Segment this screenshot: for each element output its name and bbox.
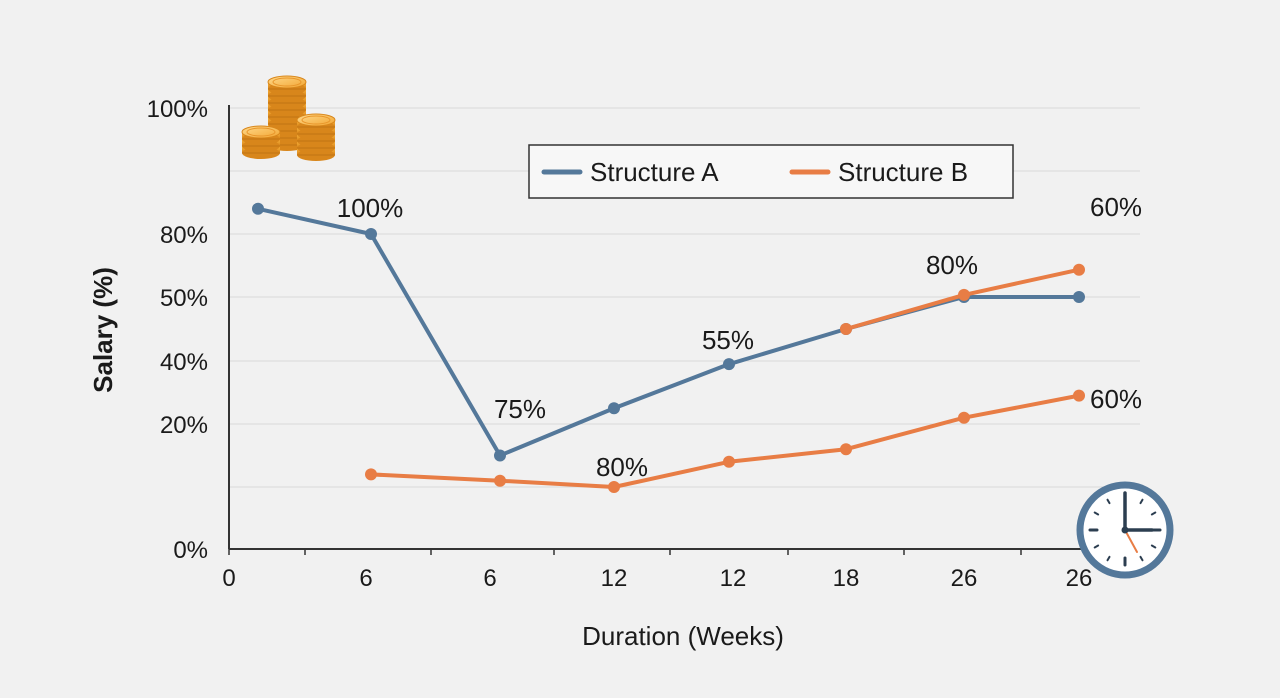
coin-stack-icon: [241, 75, 336, 161]
axes: [228, 105, 1141, 555]
x-tick-label: 26: [951, 565, 978, 592]
legend: Structure A Structure B: [528, 144, 1014, 199]
structure-b-upper-point: [840, 323, 852, 335]
data-label: 55%: [702, 325, 754, 355]
gridlines: [229, 107, 1140, 488]
structure-b-point: [365, 468, 377, 481]
legend-label-structure-b: Structure B: [838, 157, 968, 187]
data-label: 60%: [1090, 384, 1142, 414]
legend-box: [528, 144, 1014, 199]
x-tick-label: 26: [1066, 565, 1093, 592]
data-label: 80%: [926, 250, 978, 280]
y-tick-label: 20%: [160, 412, 208, 439]
clock-icon: [1076, 481, 1174, 579]
structure-b-point: [958, 411, 970, 424]
structure-b-point: [840, 443, 852, 456]
structure-b-upper-point: [1073, 263, 1085, 276]
structure-a-point: [608, 402, 620, 415]
structure-a-point: [252, 202, 264, 215]
legend-label-structure-a: Structure A: [590, 157, 719, 187]
y-tick-label: 100%: [147, 96, 208, 123]
data-label: 75%: [494, 394, 546, 424]
x-tick-label: 12: [601, 565, 628, 592]
data-labels: 100% 75% 80% 55% 80% 60% 60%: [337, 192, 1142, 482]
structure-a-point: [494, 449, 506, 462]
data-label: 80%: [596, 452, 648, 482]
structure-b-point: [608, 481, 620, 493]
structure-a-point: [1073, 291, 1085, 303]
y-axis-title: Salary (%): [88, 267, 118, 393]
x-axis-title: Duration (Weeks): [582, 621, 784, 651]
x-tick-label: 0: [222, 565, 235, 592]
data-label: 100%: [337, 193, 404, 223]
y-axis-ticks: 0% 20% 40% 50% 80% 100%: [147, 96, 208, 564]
x-tick-label: 6: [483, 565, 496, 592]
structure-b-line: [369, 393, 1081, 489]
y-tick-label: 50%: [160, 285, 208, 312]
data-label: 60%: [1090, 192, 1142, 222]
structure-a-point: [723, 358, 735, 371]
series-lines: [252, 202, 1085, 493]
structure-b-upper-point: [958, 288, 970, 301]
y-tick-label: 40%: [160, 349, 208, 376]
x-tick-label: 6: [359, 565, 372, 592]
structure-b-point: [1073, 389, 1085, 402]
y-tick-label: 80%: [160, 222, 208, 249]
structure-b-point: [723, 455, 735, 468]
x-tick-label: 18: [833, 565, 860, 592]
structure-b-point: [494, 474, 506, 487]
structure-a-point: [365, 228, 377, 240]
y-tick-label: 0%: [173, 537, 208, 564]
x-axis-ticks: 0 6 6 12 12 18 26 26: [222, 565, 1092, 592]
x-tick-label: 12: [720, 565, 747, 592]
